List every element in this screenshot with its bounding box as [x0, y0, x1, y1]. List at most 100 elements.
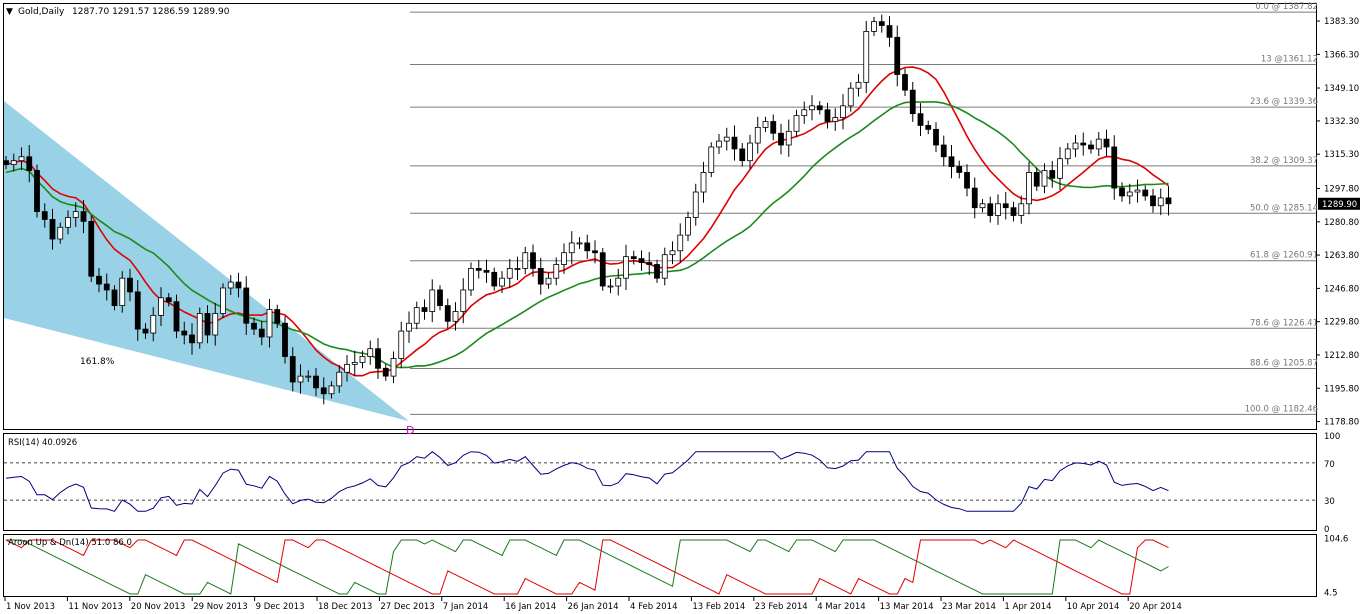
candle: [103, 273, 110, 301]
candle: [762, 116, 769, 133]
candle: [824, 102, 831, 129]
candle: [1064, 143, 1071, 165]
candle: [871, 16, 877, 37]
candle: [1150, 188, 1156, 213]
date-tick-label: 11 Nov 2013: [68, 602, 122, 612]
candle: [623, 244, 629, 290]
candle: [382, 363, 389, 381]
candle: [809, 95, 815, 121]
candle: [165, 293, 172, 307]
candle: [10, 153, 17, 172]
candle: [739, 143, 746, 167]
candle: [793, 109, 800, 138]
candle: [785, 119, 792, 157]
candle: [1165, 186, 1172, 216]
candle: [584, 234, 591, 259]
candle: [189, 323, 195, 355]
candle: [801, 101, 808, 124]
fib-level-label: 100.0 @ 1182.46: [1245, 404, 1318, 414]
fib-level-label: 13 @1361.12: [1261, 54, 1318, 64]
date-tick-label: 16 Jan 2014: [505, 602, 556, 612]
candle: [894, 25, 901, 87]
rsi-tick-label: 30: [1324, 497, 1335, 507]
candle: [971, 177, 978, 219]
candle: [956, 160, 963, 179]
candle: [1026, 161, 1032, 215]
candle: [863, 20, 870, 93]
price-tick-label: 1178.80: [1324, 418, 1359, 428]
aroon-up-line: [6, 539, 1169, 595]
candle: [902, 68, 908, 97]
candle: [468, 262, 474, 296]
candle: [553, 257, 560, 286]
candle: [111, 285, 118, 311]
rsi-tick-label: 0: [1324, 525, 1329, 535]
candle: [514, 256, 521, 281]
candle: [948, 145, 955, 179]
candle: [1111, 135, 1118, 200]
candle: [754, 116, 761, 154]
candle: [1002, 192, 1009, 220]
candle: [289, 347, 296, 392]
rsi-tick-label: 100: [1324, 432, 1340, 442]
candle: [336, 365, 343, 393]
date-tick-label: 1 Nov 2013: [6, 602, 55, 612]
fan-label: 161.8%: [80, 357, 115, 367]
candle: [568, 231, 575, 265]
candle: [158, 287, 164, 326]
candle: [235, 272, 242, 298]
candle: [747, 134, 753, 169]
price-tick-label: 1349.10: [1324, 84, 1359, 94]
candle: [1126, 183, 1133, 205]
moving-average-green: [5, 101, 1169, 369]
candle: [57, 222, 64, 244]
candle: [444, 298, 451, 329]
candle: [328, 381, 335, 399]
fib-level-label: 38.2 @ 1309.37: [1250, 156, 1318, 166]
candle: [475, 260, 482, 279]
candle: [661, 247, 668, 286]
price-tick-label: 1229.80: [1324, 318, 1359, 328]
date-tick-label: 23 Feb 2014: [755, 602, 808, 612]
date-tick-label: 23 Mar 2014: [942, 602, 996, 612]
candle: [367, 340, 374, 365]
candle: [18, 147, 25, 171]
candle: [429, 279, 436, 323]
candle: [925, 120, 932, 135]
pattern-marker: D: [406, 424, 414, 437]
date-tick-label: 13 Mar 2014: [880, 602, 934, 612]
candle: [212, 302, 219, 346]
candle: [669, 241, 676, 265]
candle: [251, 317, 257, 335]
candle: [654, 259, 660, 283]
candle: [460, 278, 467, 324]
candle: [677, 223, 684, 263]
main-panel-frame: [3, 3, 1317, 430]
candle: [1018, 195, 1025, 224]
candle: [274, 304, 281, 328]
candle: [34, 164, 40, 218]
price-tick-label: 1263.80: [1324, 251, 1359, 261]
candle: [964, 164, 970, 197]
menu-arrow-icon[interactable]: ▼: [6, 7, 13, 17]
candle: [1033, 167, 1040, 191]
candle: [630, 250, 637, 265]
date-tick-label: 7 Jan 2014: [443, 602, 489, 612]
candle: [576, 237, 583, 249]
rsi-line: [5, 451, 1169, 512]
date-tick-label: 4 Feb 2014: [630, 602, 678, 612]
candle: [96, 268, 102, 293]
date-tick-label: 18 Dec 2013: [318, 602, 372, 612]
svg-text:1289.90: 1289.90: [1322, 200, 1357, 210]
date-tick-label: 4 Mar 2014: [817, 602, 865, 612]
date-tick-label: 10 Apr 2014: [1067, 602, 1120, 612]
price-tick-label: 1366.30: [1324, 50, 1359, 60]
candle: [413, 301, 420, 330]
candle: [320, 377, 327, 405]
rsi-panel-frame: [3, 433, 1317, 531]
price-tick-label: 1297.80: [1324, 184, 1359, 194]
candle: [220, 283, 226, 319]
price-tick-label: 1246.80: [1324, 284, 1359, 294]
